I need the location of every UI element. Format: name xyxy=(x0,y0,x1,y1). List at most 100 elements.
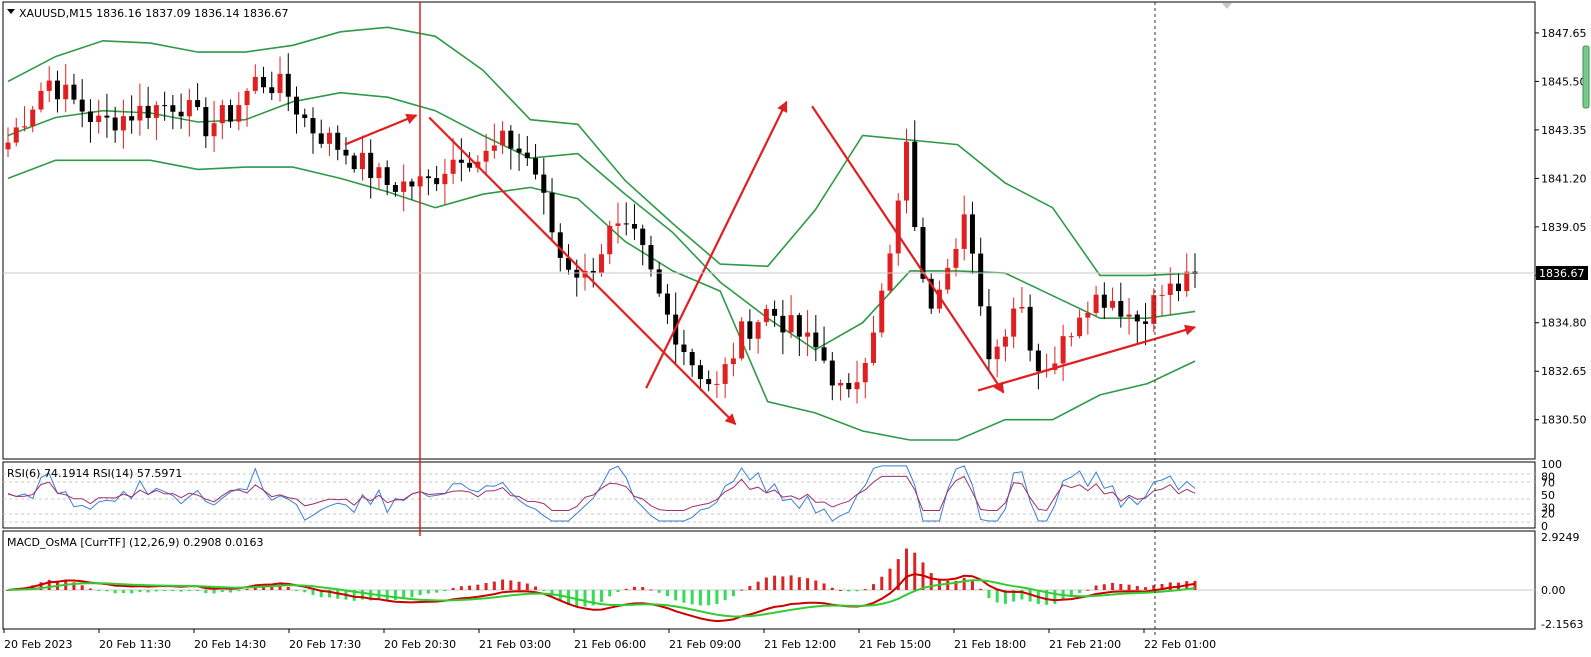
time-tick-label: 21 Feb 06:00 xyxy=(574,638,646,651)
osma-bar xyxy=(476,584,480,590)
candle xyxy=(1035,343,1041,390)
osma-bar xyxy=(1069,590,1073,598)
osma-bar xyxy=(1102,584,1106,590)
osma-bar xyxy=(245,589,249,591)
candle xyxy=(195,83,201,111)
candle xyxy=(137,83,143,136)
osma-bar xyxy=(665,590,669,597)
osma-bar xyxy=(492,581,496,590)
candle xyxy=(277,56,283,102)
candle xyxy=(376,162,382,189)
bollinger-lower-band xyxy=(7,159,1196,441)
candle xyxy=(145,86,151,130)
osma-bar xyxy=(756,581,760,590)
candle xyxy=(805,310,811,357)
rsi-panel[interactable] xyxy=(2,461,1536,529)
candle xyxy=(318,119,324,148)
candle xyxy=(912,120,918,232)
osma-bar xyxy=(220,590,224,592)
osma-bar xyxy=(773,575,777,590)
candle xyxy=(1126,298,1132,335)
rsi6-line xyxy=(7,465,1196,522)
osma-bar xyxy=(608,590,612,597)
osma-bar xyxy=(1160,584,1164,590)
candle xyxy=(343,137,349,165)
osma-bar xyxy=(690,590,694,605)
osma-bar xyxy=(88,588,92,590)
osma-bar xyxy=(979,588,983,590)
candle xyxy=(730,342,736,377)
shift-marker-icon[interactable] xyxy=(1222,3,1232,9)
trend-arrow[interactable] xyxy=(428,116,737,425)
candle xyxy=(772,300,778,327)
osma-bar xyxy=(616,590,620,593)
osma-bar xyxy=(624,588,628,590)
rsi-tick-label: 70 xyxy=(1541,477,1555,490)
osma-bar xyxy=(1045,590,1049,605)
osma-bar xyxy=(484,582,488,590)
price-tick-label: 1843.35 xyxy=(1541,124,1587,137)
scroll-handle[interactable] xyxy=(1582,45,1590,109)
candle xyxy=(846,373,852,398)
osma-bar xyxy=(822,583,826,590)
osma-bar xyxy=(1193,580,1197,590)
osma-bar xyxy=(1127,584,1131,590)
candle xyxy=(153,101,159,140)
osma-bar xyxy=(830,587,834,590)
macd-line xyxy=(7,573,1196,623)
osma-bar xyxy=(789,575,793,590)
price-panel[interactable] xyxy=(2,1,1536,460)
rsi-tick-label: 80 xyxy=(1541,470,1555,483)
osma-bar xyxy=(72,582,76,590)
candle xyxy=(1118,282,1124,328)
candle xyxy=(887,244,893,295)
osma-bar xyxy=(237,590,241,592)
candle xyxy=(1167,267,1173,315)
osma-bar xyxy=(740,589,744,591)
osma-bar xyxy=(311,590,315,595)
candle xyxy=(79,79,85,128)
candle xyxy=(335,125,341,161)
price-tick-label: 1847.65 xyxy=(1541,27,1587,40)
osma-bar xyxy=(855,590,859,592)
candle xyxy=(549,178,555,242)
price-tick-label: 1839.05 xyxy=(1541,221,1587,234)
osma-bar xyxy=(880,576,884,590)
candle xyxy=(813,315,819,362)
osma-bar xyxy=(839,589,843,591)
trend-arrow[interactable] xyxy=(344,113,418,146)
osma-bar xyxy=(262,585,266,590)
osma-bar xyxy=(970,580,974,590)
candle xyxy=(458,138,464,182)
candle xyxy=(978,237,984,316)
candle xyxy=(895,193,901,266)
osma-bar xyxy=(542,590,546,591)
symbol-dropdown-icon[interactable] xyxy=(7,9,15,14)
price-panel-header: XAUUSD,M15 1836.16 1837.09 1836.14 1836.… xyxy=(19,7,289,20)
candle xyxy=(697,359,703,392)
candle xyxy=(359,135,365,181)
price-layer xyxy=(5,26,1198,441)
trend-arrow[interactable] xyxy=(645,100,788,389)
trend-arrow[interactable] xyxy=(977,324,1197,392)
time-tick-label: 21 Feb 21:00 xyxy=(1049,638,1121,651)
time-tick-label: 21 Feb 15:00 xyxy=(859,638,931,651)
candle xyxy=(1060,324,1066,382)
osma-bar xyxy=(1094,585,1098,590)
price-axis[interactable]: 1847.65 1845.50 1843.35 1841.20 1839.05 1836.… xyxy=(1535,27,1587,427)
candle xyxy=(129,95,135,134)
osma-bar xyxy=(360,590,364,600)
candle xyxy=(310,107,316,154)
price-tick-label: 1830.50 xyxy=(1541,414,1587,427)
candle xyxy=(384,160,390,196)
candle xyxy=(38,82,44,113)
trend-arrow[interactable] xyxy=(811,105,1005,394)
candle xyxy=(467,152,473,172)
candle xyxy=(211,100,217,152)
osma-bar xyxy=(797,577,801,590)
osma-bar xyxy=(1111,582,1115,590)
candle xyxy=(252,64,258,94)
candle xyxy=(450,138,456,184)
candle xyxy=(821,326,827,364)
